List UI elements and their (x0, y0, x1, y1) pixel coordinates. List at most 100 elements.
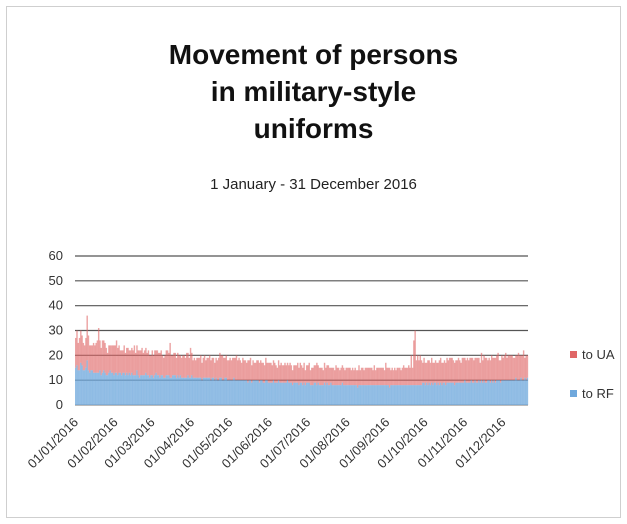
to-ua-bar (498, 360, 501, 381)
to-ua-bar (80, 330, 82, 363)
to-rf-bar (498, 380, 501, 405)
to-ua-bar (276, 367, 279, 383)
to-ua-bar (173, 352, 175, 376)
to-rf-bar (461, 382, 464, 405)
to-ua-bar (186, 352, 188, 378)
to-rf-bar (402, 385, 405, 405)
to-rf-bar (201, 380, 203, 405)
to-ua-bar (184, 357, 187, 378)
to-ua-bar (174, 352, 176, 376)
to-ua-bar (512, 357, 515, 381)
to-ua-bar (271, 365, 273, 383)
to-rf-bar (117, 375, 119, 405)
to-ua-bar (348, 367, 350, 386)
to-rf-bar (173, 375, 175, 405)
to-ua-bar (297, 362, 299, 383)
to-rf-bar (95, 372, 97, 405)
to-rf-bar (451, 382, 453, 405)
to-rf-bar (485, 382, 488, 405)
to-rf-bar (335, 385, 337, 405)
to-ua-bar (482, 360, 484, 383)
to-ua-bar (402, 365, 405, 386)
to-rf-bar (238, 380, 240, 405)
to-ua-bar (268, 362, 271, 383)
to-ua-bar (351, 367, 354, 386)
to-rf-bar (386, 385, 388, 405)
to-ua-bar (510, 355, 512, 381)
to-rf-bar (159, 377, 161, 405)
to-ua-bar (341, 365, 344, 383)
to-rf-bar (524, 377, 526, 405)
to-ua-bar (490, 355, 493, 381)
to-ua-bar (409, 367, 411, 386)
to-rf-bar (100, 375, 102, 405)
to-rf-bar (471, 382, 474, 405)
to-ua-bar (275, 365, 277, 383)
to-ua-bar (249, 357, 252, 381)
to-rf-bar (312, 385, 314, 405)
to-ua-bar (443, 360, 446, 383)
to-rf-bar (308, 382, 310, 405)
to-rf-bar (262, 382, 265, 405)
to-rf-bar (346, 385, 349, 405)
to-rf-bar (387, 385, 390, 405)
to-rf-bar (316, 385, 318, 405)
to-rf-bar (526, 377, 529, 405)
to-rf-bar (170, 377, 173, 405)
to-ua-bar (208, 355, 211, 378)
to-ua-bar (150, 355, 152, 376)
to-ua-bar (298, 367, 300, 386)
to-ua-bar (355, 370, 358, 386)
to-rf-bar (233, 377, 235, 405)
to-ua-bar (238, 357, 240, 381)
to-rf-bar (237, 380, 239, 405)
to-rf-bar (146, 375, 148, 405)
to-ua-bar (196, 357, 198, 378)
to-rf-bar (394, 385, 396, 405)
to-rf-bar (344, 385, 346, 405)
y-tick-label: 0 (56, 397, 63, 412)
to-ua-bar (147, 350, 150, 376)
to-ua-bar (78, 337, 81, 371)
to-rf-bar (283, 382, 285, 405)
to-ua-bar (129, 350, 132, 376)
to-ua-bar (320, 367, 322, 386)
to-ua-bar (193, 357, 196, 378)
to-ua-bar (231, 357, 234, 381)
to-ua-bar (515, 355, 517, 378)
to-ua-bar (479, 362, 481, 383)
to-rf-bar (317, 382, 319, 405)
to-rf-bar (166, 375, 169, 405)
to-rf-bar (266, 380, 268, 405)
to-ua-bar (215, 357, 217, 378)
to-rf-bar (293, 382, 295, 405)
to-rf-bar (436, 385, 438, 405)
to-rf-bar (187, 375, 189, 405)
to-rf-bar (484, 382, 487, 405)
to-rf-bar (294, 382, 296, 405)
to-rf-bar (465, 382, 467, 405)
to-rf-bar (404, 385, 406, 405)
to-rf-bar (339, 385, 341, 405)
y-tick-label: 40 (49, 298, 63, 313)
to-ua-bar (401, 367, 404, 386)
to-ua-bar (331, 367, 333, 386)
to-rf-bar (482, 382, 484, 405)
to-ua-bar (397, 367, 400, 386)
to-rf-bar (416, 385, 419, 405)
legend: to UA to RF (570, 347, 615, 401)
to-ua-bar (517, 352, 520, 381)
to-ua-bar (89, 345, 91, 373)
to-ua-bar (382, 367, 384, 386)
to-rf-bar (240, 380, 243, 405)
to-rf-bar (342, 385, 345, 405)
to-rf-bar (86, 360, 88, 405)
to-rf-bar (224, 377, 226, 405)
to-ua-bar (211, 357, 213, 378)
to-rf-bar (164, 377, 166, 405)
to-ua-bar (106, 352, 109, 376)
to-rf-bar (96, 372, 99, 405)
to-rf-bar (302, 385, 304, 405)
to-ua-bar (86, 315, 88, 361)
to-ua-bar (383, 370, 386, 386)
